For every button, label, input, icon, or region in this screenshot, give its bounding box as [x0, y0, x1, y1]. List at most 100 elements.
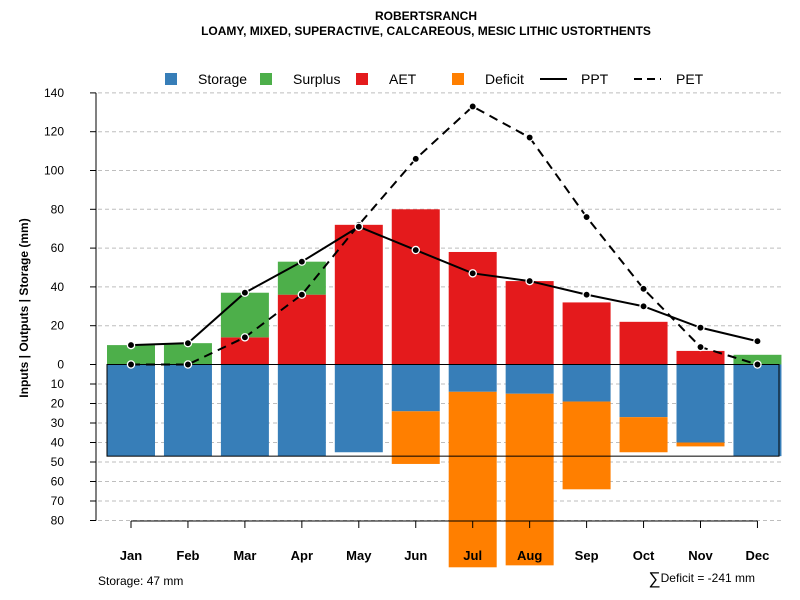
aet-bar — [334, 224, 383, 365]
y-tick-label: 60 — [51, 241, 65, 255]
x-tick-label: Aug — [517, 548, 542, 563]
legend-label-deficit: Deficit — [485, 71, 524, 87]
legend-label-ppt: PPT — [581, 71, 609, 87]
ppt-point — [240, 288, 250, 297]
legend-swatch-surplus — [260, 73, 272, 85]
storage-bar — [163, 364, 212, 457]
y-tick-label: 140 — [44, 86, 64, 100]
aet-bar — [676, 350, 725, 365]
storage-note: Storage: 47 mm — [98, 574, 184, 588]
legend-swatch-aet — [356, 73, 368, 85]
aet-bar — [505, 281, 554, 365]
x-tick-label: Jan — [120, 548, 142, 563]
legend-swatch-storage — [165, 73, 177, 85]
x-tick-label: Sep — [575, 548, 599, 563]
aet-bar — [562, 302, 611, 365]
x-tick-label: May — [346, 548, 372, 563]
storage-bar — [277, 364, 326, 457]
aet-bar — [220, 337, 269, 365]
aet-bar — [448, 251, 497, 365]
pet-point — [696, 342, 705, 352]
y-tick-label: 0 — [57, 358, 64, 372]
chart-title: ROBERTSRANCH — [375, 9, 477, 23]
storage-bar — [619, 364, 668, 418]
deficit-note-text: Deficit = -241 mm — [660, 571, 755, 585]
storage-bar — [676, 364, 725, 443]
surplus-bar — [163, 343, 212, 365]
y-tick-label: 120 — [44, 125, 64, 139]
ppt-point — [639, 302, 648, 311]
x-tick-label: Jul — [463, 548, 482, 563]
pet-point — [753, 360, 762, 369]
y-tick-label: 10 — [51, 377, 65, 391]
ppt-point — [753, 336, 762, 346]
ppt-line — [130, 225, 758, 347]
y-tick-label: 80 — [51, 202, 65, 216]
ppt-point — [582, 290, 591, 299]
ppt-point — [696, 323, 705, 332]
surplus-bar — [107, 345, 155, 365]
storage-capacity-outline — [106, 364, 780, 457]
pet-point — [468, 102, 477, 111]
sigma-icon: ∑ — [648, 569, 661, 588]
storage-bar — [107, 364, 155, 457]
deficit-bar — [676, 442, 725, 447]
legend-label-storage: Storage — [198, 71, 247, 87]
y-tick-label: 40 — [51, 280, 65, 294]
storage-bar — [334, 364, 383, 453]
ppt-point — [354, 222, 364, 232]
ppt-point — [468, 269, 477, 278]
storage-bar — [562, 364, 611, 402]
deficit-bar — [391, 411, 440, 464]
deficit-bar — [619, 417, 668, 453]
y-tick-label: 100 — [44, 164, 64, 178]
storage-bar — [391, 364, 440, 412]
pet-point — [411, 154, 420, 164]
y-tick-label: 20 — [51, 319, 65, 333]
aet-bar — [277, 294, 326, 365]
x-tick-label: Mar — [233, 548, 256, 563]
storage-bar — [733, 364, 782, 457]
surplus-bar — [220, 292, 269, 338]
deficit-bar — [448, 391, 497, 568]
storage-bar — [505, 364, 554, 394]
storage-bar — [220, 364, 269, 457]
y-tick-label: 80 — [51, 514, 65, 528]
deficit-note: ∑Deficit = -241 mm — [649, 569, 755, 589]
aet-bar — [619, 321, 668, 365]
surplus-bar — [733, 354, 782, 365]
aet-bar — [391, 209, 440, 365]
deficit-bar — [562, 401, 611, 490]
y-tick-label: 40 — [51, 436, 65, 450]
ppt-point — [525, 276, 534, 286]
ppt-point — [183, 338, 193, 348]
x-tick-label: Oct — [633, 548, 655, 563]
pet-point — [126, 360, 136, 369]
bars — [106, 209, 782, 568]
x-tick-label: Nov — [688, 548, 713, 563]
legend: Storage Surplus AET Deficit PPT PET — [165, 71, 704, 87]
x-tick-label: Apr — [291, 548, 313, 563]
axes: 0 20 40 60 80 100 120 140 10 20 30 40 50 60 70 80 Inputs… — [17, 86, 769, 563]
pet-point — [240, 333, 250, 342]
ppt-point — [126, 340, 136, 350]
y-axis-label: Inputs | Outputs | Storage (mm) — [17, 218, 31, 397]
ppt-point — [411, 245, 420, 255]
pet-point — [525, 133, 534, 142]
legend-label-aet: AET — [389, 71, 417, 87]
legend-swatch-deficit — [452, 73, 464, 85]
y-tick-label: 70 — [51, 494, 65, 508]
pet-line — [131, 105, 758, 366]
pet-point — [297, 290, 307, 299]
x-tick-label: Feb — [176, 548, 199, 563]
chart-subtitle: LOAMY, MIXED, SUPERACTIVE, CALCAREOUS, M… — [201, 24, 651, 38]
pet-point — [183, 360, 193, 369]
legend-label-pet: PET — [676, 71, 704, 87]
deficit-bar — [505, 393, 554, 566]
pet-point — [582, 212, 591, 222]
pet-point — [639, 284, 648, 294]
surplus-bar — [277, 261, 326, 295]
storage-bar — [448, 364, 497, 392]
x-tick-label: Jun — [404, 548, 427, 563]
